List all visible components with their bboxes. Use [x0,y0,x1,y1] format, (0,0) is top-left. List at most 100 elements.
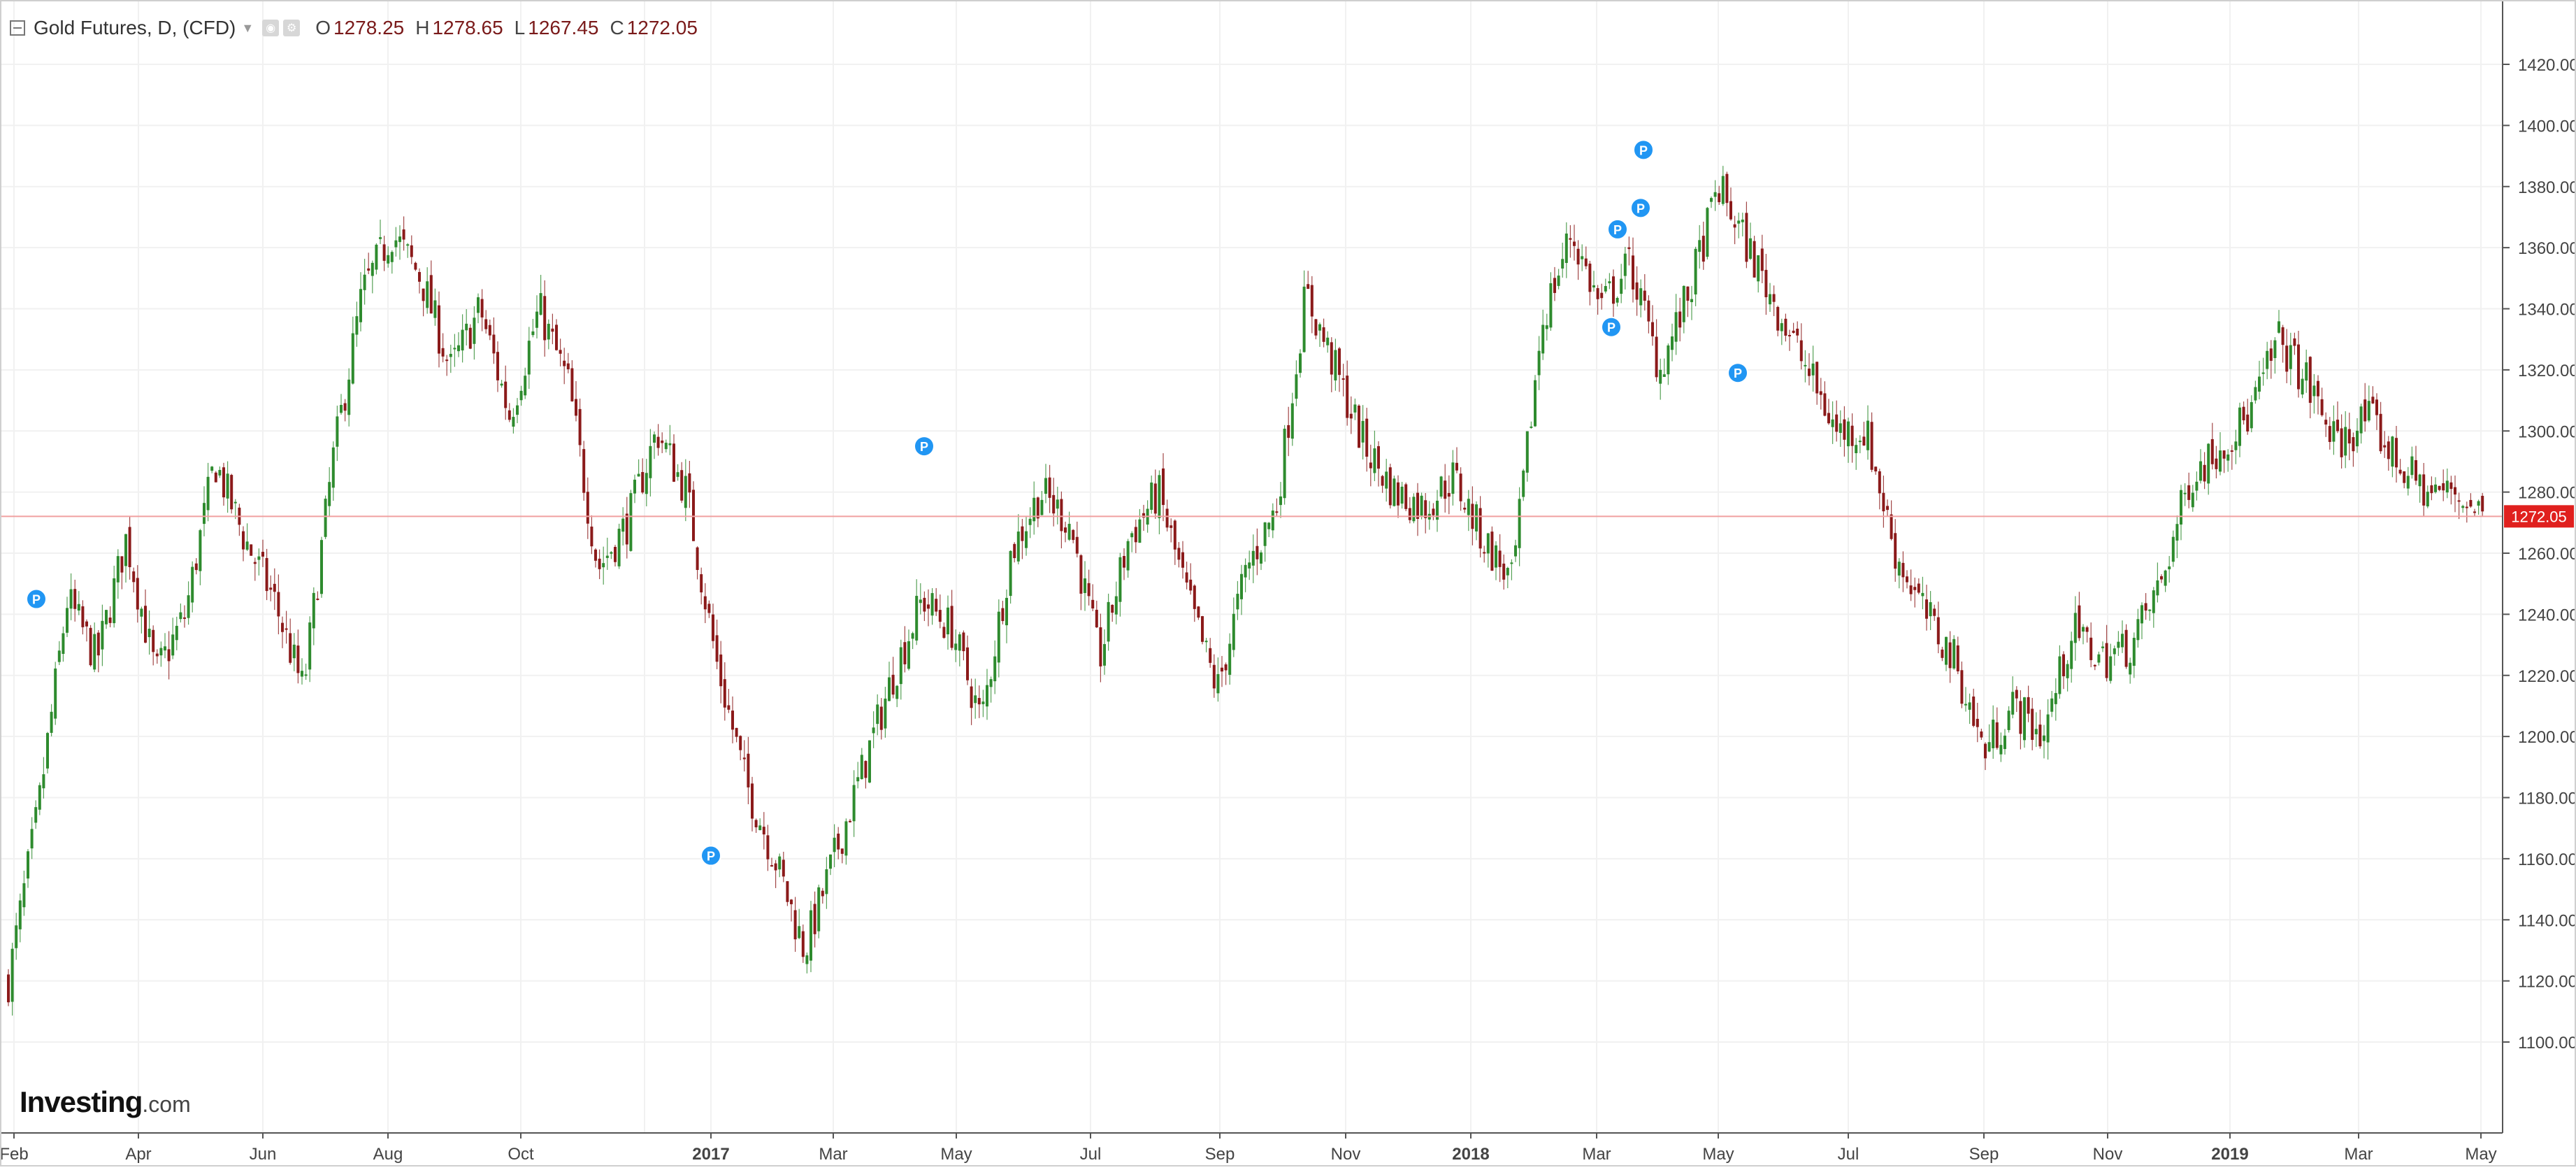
candle-body [2430,485,2433,494]
candle-body [375,244,378,270]
candle-body [1009,550,1012,597]
candle-body [93,634,96,670]
candle-body [1713,192,1717,197]
candle-body [1662,374,1666,377]
candle-body [1302,286,1306,352]
candle-body [331,447,335,488]
candle-body [602,563,605,568]
candle-body [872,727,875,734]
candle-body [1260,552,1262,564]
candle-body [1792,330,1795,334]
candle-body [1439,476,1443,497]
candle-body [1377,445,1380,469]
candle-body [1659,369,1662,384]
candle-body [410,245,413,257]
candle-body [1952,638,1956,669]
candle-body [1588,263,1592,292]
candle-body [89,627,92,666]
x-tick-label: 2018 [1452,1145,1489,1164]
candle-body [1181,552,1184,568]
caret-down-icon[interactable]: ▼ [241,20,254,35]
candle-body [1698,240,1701,252]
candle-body [66,608,69,633]
candle-body [1025,531,1028,548]
candle-body [1635,282,1639,300]
candle-body [856,777,860,782]
candle-body [1103,643,1106,666]
candle-body [2391,436,2394,467]
candle-body [1729,201,1732,220]
y-tick-label: 1100.00 [2518,1034,2576,1053]
candle-body [719,654,723,687]
candle-body [974,695,977,704]
candle-body [1028,518,1032,525]
candle-body [124,534,127,566]
settings-icon[interactable]: ⚙ [283,20,301,36]
candle-body [2070,641,2073,669]
eye-icon[interactable]: ◉ [262,20,280,36]
candle-body [1393,478,1396,506]
candle-body [2269,348,2273,361]
candle-body [18,900,22,929]
candle-body [1831,419,1834,427]
candle-body [226,473,229,499]
candle-body [844,821,848,856]
candle-body [680,470,684,501]
candle-body [801,931,805,957]
candle-body [2207,443,2210,484]
open-key: O [315,17,331,38]
candle-body [1123,555,1125,568]
candle-body [1901,562,1905,578]
candle-body [2117,641,2120,648]
candle-body [1671,336,1674,350]
candle-body [641,471,645,493]
marker-p-icon [26,588,47,610]
candle-body [336,416,339,447]
candle-body [1353,404,1357,413]
candle-body [1815,362,1819,394]
candle-body [825,869,828,894]
candle-body [1495,545,1497,568]
candle-body [1459,473,1462,501]
candle-body [668,443,672,445]
candle-body [938,610,942,622]
candle-body [1044,478,1047,494]
candle-body [206,476,210,511]
candle-body [1510,562,1513,564]
candle-body [1553,278,1556,293]
candle-body [1541,324,1545,354]
candle-body [22,883,26,908]
candle-body [2469,499,2473,507]
candle-body [402,229,405,240]
candle-body [1209,648,1212,663]
candle-body [2156,580,2159,596]
candle-body [942,627,946,638]
candle-body [1647,300,1650,322]
candle-body [296,645,300,673]
candle-body [1718,193,1721,203]
candle-body [2312,385,2316,397]
candle-body [1267,522,1271,529]
candle-body [2164,570,2167,586]
candle-body [1397,482,1399,506]
candle-body [257,556,261,560]
candle-body [891,674,895,695]
candle-body [2046,714,2050,743]
candle-body [445,359,449,362]
candles [7,166,2484,1016]
marker-p-label: P [1613,223,1622,237]
candle-body [1780,323,1783,331]
candle-body [605,555,609,558]
x-tick-label: May [2465,1145,2496,1164]
candle-body [829,854,832,869]
candle-body [656,436,660,448]
candle-body [1682,285,1685,322]
candle-body [531,331,535,336]
candle-body [958,634,961,651]
collapse-icon[interactable] [10,20,25,36]
candle-body [46,733,49,769]
candle-body [34,807,38,823]
marker-p-label: P [32,593,41,607]
candle-body [810,910,812,961]
